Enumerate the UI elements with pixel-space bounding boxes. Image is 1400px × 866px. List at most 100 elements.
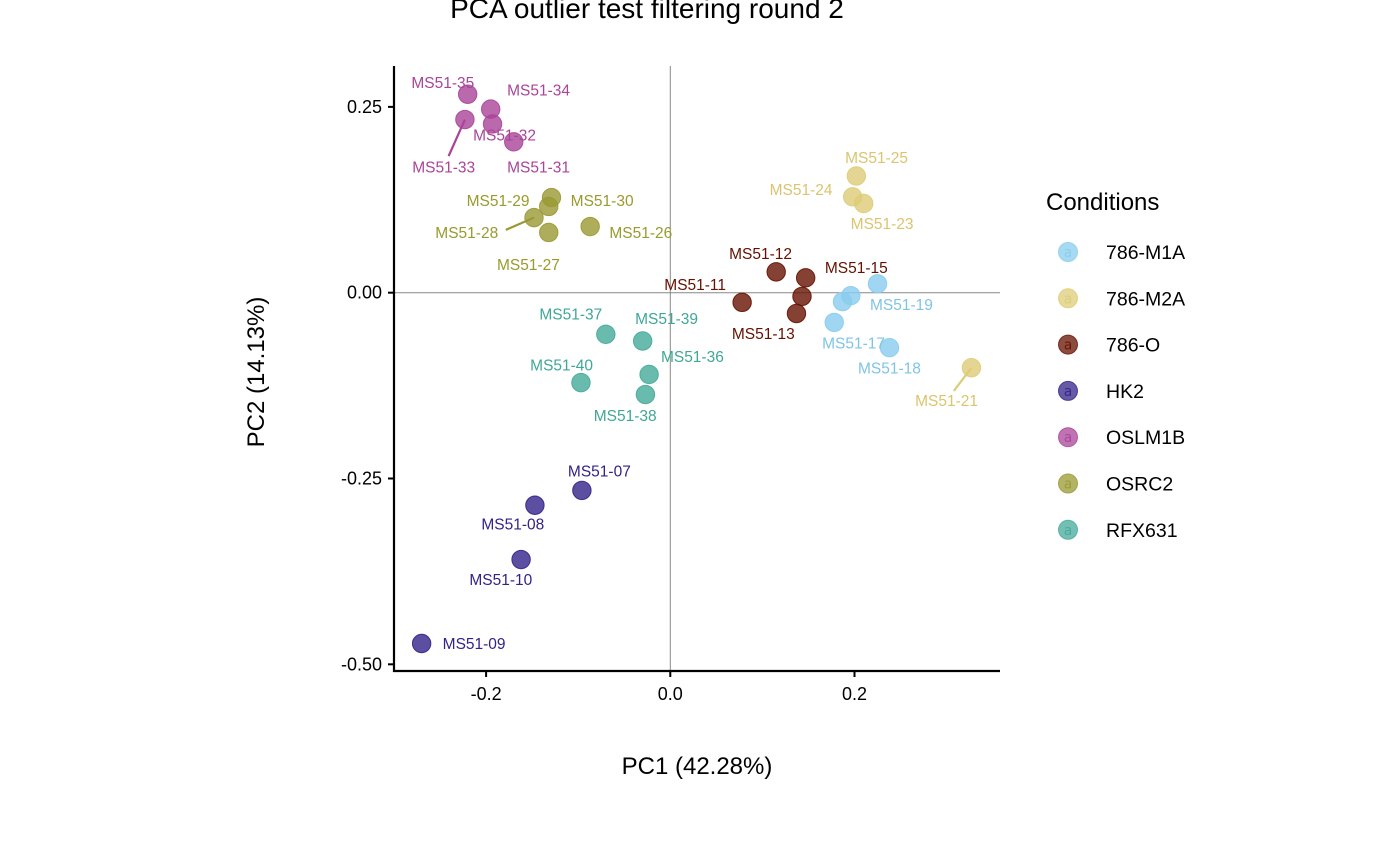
x-tick-label: 0.0 [658,684,683,704]
legend-key-glyph: a [1064,430,1072,446]
y-tick-label: 0.00 [347,283,382,303]
legend-item-786-m2a: a 786-M2A [1058,288,1185,310]
data-point-ms51-30 [539,196,559,217]
data-point-ms51-28 [524,207,544,228]
point-label: MS51-33 [412,160,475,177]
data-point-ms51-12 [766,262,786,282]
point-label: MS51-36 [661,349,724,366]
data-point-ms51-31 [504,132,524,152]
data-point-ms51-10 [511,549,531,570]
legend-key-circle [1058,473,1078,494]
data-point-ms51-07 [572,480,592,501]
x-tick-label: 0.2 [842,684,867,704]
point-label: MS51-27 [497,257,560,274]
y-axis-title: PC2 (14.13%) [243,297,270,448]
legend-key-circle [1058,242,1078,262]
legend-label: OSLM1B [1106,427,1185,449]
legend-label: 786-M1A [1106,242,1185,264]
point-label: MS51-11 [664,277,726,294]
legend-key-glyph: a [1064,338,1072,354]
data-point-ms51-40 [571,372,591,393]
legend-key-circle [1058,334,1078,355]
y-tick-label: -0.25 [341,469,382,489]
point-label: MS51-37 [539,307,602,324]
data-point-ms51-19 [867,274,888,294]
point-label: MS51-15 [825,260,888,277]
data-point-ms51-14 [792,286,812,307]
data-point-ms51-27 [539,222,559,243]
point-label: MS51-12 [729,246,792,263]
legend-title: Conditions [1046,189,1159,216]
data-point-ms51-23 [853,193,874,214]
legend-label: RFX631 [1106,520,1178,542]
point-label: MS51-10 [469,572,532,589]
point-label: MS51-17 [822,336,885,353]
point-label: MS51-32 [473,128,536,145]
point-label: MS51-28 [435,225,498,242]
legend-key-circle [1058,519,1078,540]
data-point-ms51-33 [455,109,475,130]
point-label: MS51-26 [609,225,672,242]
legend-item-786-o: a 786-O [1058,334,1160,357]
point-label: MS51-30 [571,193,634,210]
point-label: MS51-19 [870,297,933,314]
data-point-ms51-36 [639,364,659,385]
point-label: MS51-23 [851,216,914,233]
point-label: MS51-09 [443,636,506,653]
legend-label: 786-M2A [1106,288,1185,310]
data-point-ms51-09 [411,633,432,654]
legend-key-circle [1058,380,1078,401]
point-label: MS51-18 [858,360,921,377]
y-tick-label: 0.25 [347,97,382,117]
data-point-ms51-38 [635,384,656,405]
point-label: MS51-39 [635,311,698,328]
legend-key-glyph: a [1064,477,1072,493]
point-label: MS51-24 [770,182,833,199]
legend: Conditions a 786-M1A a 786-M2A a 786-O a HK2 a OS… [1046,189,1185,542]
legend-key-circle [1058,288,1078,309]
x-tick-label: -0.2 [471,684,502,704]
legend-item-osrc2: a OSRC2 [1058,473,1173,496]
data-point-ms51-39 [632,331,653,351]
data-point-ms51-37 [596,324,616,345]
data-point-ms51-11 [732,292,752,313]
chart-title: PCA outlier test filtering round 2 [450,0,844,24]
legend-key-glyph: a [1064,245,1072,261]
point-label: MS51-13 [732,326,795,343]
data-point-ms51-35 [457,84,478,104]
data-point-ms51-21 [961,358,982,378]
legend-key-glyph: a [1064,291,1072,307]
point-label: MS51-21 [915,393,978,410]
point-labels: MS51-19 MS51-17 MS51-18 MS51-25 MS51-24 MS51-… [411,75,978,653]
legend-item-oslm1b: a OSLM1B [1058,427,1185,449]
point-label: MS51-38 [594,408,657,425]
y-tick-label: -0.50 [341,654,382,674]
data-point-ms51-32 [482,114,503,134]
legend-item-786-m1a: a 786-M1A [1058,242,1185,264]
data-point-ms51-13 [786,303,807,324]
y-axis-ticks: 0.25 0.00 -0.25 -0.50 [341,97,394,674]
point-label: MS51-35 [411,75,474,92]
point-label: MS51-34 [507,82,570,99]
data-point-ms51-17 [824,312,844,333]
data-points [411,84,982,654]
data-point-ms51-08 [525,495,545,515]
point-label: MS51-31 [507,160,570,177]
x-axis-ticks: -0.2 0.0 0.2 [471,671,867,704]
point-label: MS51-29 [467,193,530,210]
legend-key-glyph: a [1064,384,1072,400]
point-label: MS51-08 [481,516,544,533]
data-point-ms51-15 [795,268,816,288]
legend-label: HK2 [1106,381,1144,403]
legend-label: OSRC2 [1106,474,1173,496]
data-point-ms51-20 [832,291,853,312]
legend-label: 786-O [1106,335,1160,357]
data-point-ms51-18 [879,337,900,358]
point-label: MS51-40 [530,357,593,374]
data-point-ms51-26 [580,216,600,237]
legend-key-circle [1058,427,1078,448]
legend-key-glyph: a [1064,523,1072,539]
data-point-ms51-25 [846,166,867,186]
plot-panel: MS51-19 MS51-17 MS51-18 MS51-25 MS51-24 MS51-… [341,66,1000,704]
